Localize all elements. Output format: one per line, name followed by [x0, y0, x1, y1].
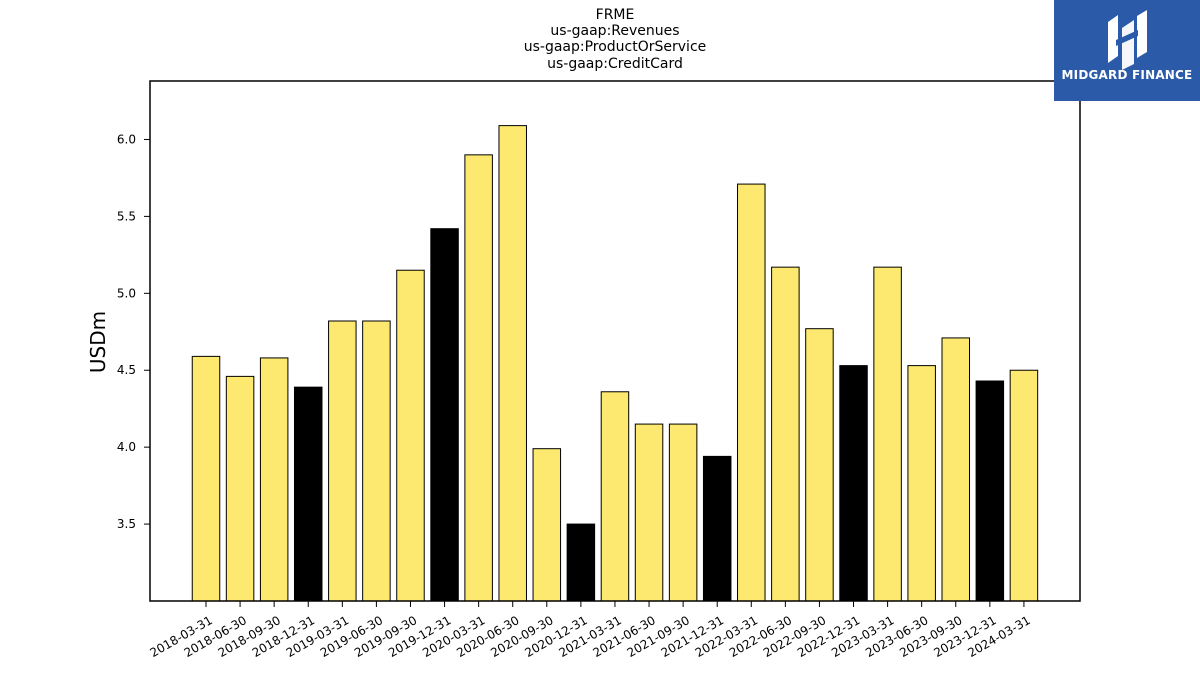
bar-2024-03-31	[1009, 369, 1039, 602]
bar-2022-03-31	[737, 183, 766, 602]
y-tick-label: 5.5	[117, 209, 136, 223]
bar-2023-06-30	[907, 365, 936, 602]
bar-2022-06-30	[771, 266, 800, 602]
y-tick-label: 5.0	[117, 286, 136, 300]
y-tick-label: 4.5	[117, 363, 136, 377]
logo-mark-icon	[1108, 10, 1147, 70]
y-tick-label: 3.5	[117, 517, 136, 531]
y-axis-ticks: 3.5 4.0 4.5 5.0 5.5 6.0	[117, 132, 150, 531]
bar-2019-03-31	[328, 320, 357, 602]
chart-title-line-4: us-gaap:CreditCard	[547, 56, 683, 72]
brand-logo: MIDGARD FINANCE	[1054, 0, 1200, 101]
bar-2020-09-30	[532, 448, 562, 602]
bar-2021-12-31	[702, 455, 732, 602]
chart-title-line-2: us-gaap:Revenues	[550, 23, 680, 39]
bar-2021-09-30	[668, 423, 698, 602]
bar-2020-03-31	[464, 154, 493, 602]
bar-2018-12-31	[293, 386, 323, 602]
bar-2021-03-31	[600, 391, 630, 602]
bar-2022-09-30	[805, 328, 834, 602]
bar-2020-12-31	[566, 523, 596, 602]
y-tick-label: 4.0	[117, 440, 136, 454]
y-tick-label: 6.0	[117, 132, 136, 146]
logo-text: MIDGARD FINANCE	[1061, 68, 1193, 82]
bar-2023-09-30	[941, 337, 971, 602]
plot-frame	[149, 80, 1081, 602]
bar-2018-09-30	[259, 357, 289, 602]
bar-2018-03-31	[191, 355, 221, 602]
bar-2021-06-30	[634, 423, 664, 602]
chart-title-line-3: us-gaap:ProductOrService	[523, 39, 707, 55]
bars-group	[191, 125, 1039, 602]
bar-2019-09-30	[396, 269, 425, 602]
x-axis-ticks: 2018-03-312018-06-302018-09-302018-12-31…	[147, 601, 1033, 660]
bar-2023-12-31	[975, 380, 1005, 602]
bar-2018-06-30	[225, 375, 255, 602]
bar-2019-12-31	[430, 228, 459, 602]
chart-title-line-1: FRME	[595, 7, 635, 23]
y-axis-label: USDm	[86, 310, 110, 374]
bar-2019-06-30	[362, 320, 391, 602]
bar-2020-06-30	[498, 125, 527, 602]
bar-2022-12-31	[839, 365, 868, 602]
bar-2023-03-31	[873, 266, 902, 602]
